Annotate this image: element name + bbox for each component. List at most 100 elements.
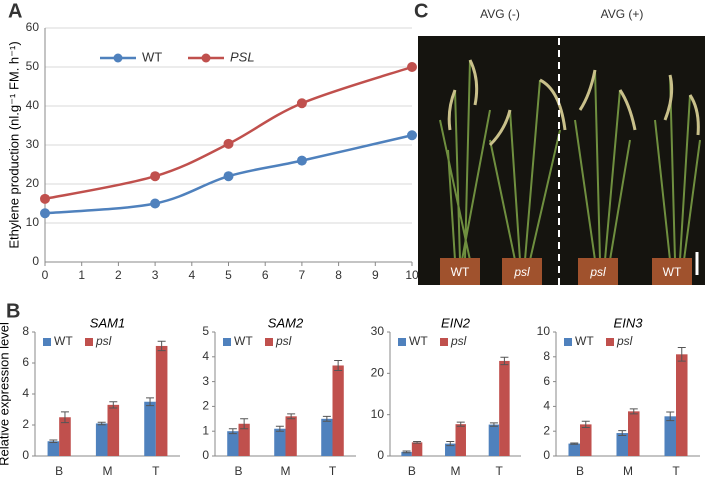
chart-title: SAM2 xyxy=(268,315,304,330)
y-tick-label: 0 xyxy=(32,254,39,268)
error-bar xyxy=(228,428,237,435)
error-bar xyxy=(489,422,498,427)
y-tick-label: 40 xyxy=(26,98,40,112)
error-bar xyxy=(500,356,509,366)
error-bar xyxy=(240,418,249,430)
bar xyxy=(238,423,250,456)
bar xyxy=(47,441,60,456)
y-tick-label: 5 xyxy=(202,324,209,338)
y-tick-label: 30 xyxy=(26,137,40,151)
x-tick-label: 10 xyxy=(405,268,419,282)
y-tick-label: 60 xyxy=(26,20,40,34)
y-tick-label: 0 xyxy=(543,448,550,462)
y-tick-label: 2 xyxy=(543,423,550,437)
error-bar xyxy=(413,441,422,444)
x-tick-label: 0 xyxy=(42,268,49,282)
bar xyxy=(401,451,412,456)
error-bar xyxy=(287,413,296,420)
point xyxy=(223,171,234,182)
error-bar xyxy=(618,430,627,437)
x-tick-label: 5 xyxy=(225,268,232,282)
y-tick-label: 50 xyxy=(26,59,40,73)
y-tick-label: 4 xyxy=(22,386,29,400)
error-bar xyxy=(109,401,118,409)
point xyxy=(407,62,417,72)
error-bar xyxy=(322,415,331,422)
bar xyxy=(628,411,640,456)
pot-label: psl xyxy=(589,265,606,279)
x-tick-label: M xyxy=(103,464,113,478)
x-tick-label: 3 xyxy=(152,268,159,282)
y-tick-label: 10 xyxy=(26,215,40,229)
x-tick-label: 8 xyxy=(335,268,342,282)
legend-label: WT xyxy=(575,334,594,348)
point xyxy=(40,193,50,204)
y-tick-label: 3 xyxy=(202,374,209,388)
x-tick-label: M xyxy=(281,464,291,478)
bar xyxy=(445,443,456,456)
bar xyxy=(664,416,676,456)
y-tick-label: 8 xyxy=(543,349,550,363)
panel-label: A xyxy=(8,0,22,22)
legend-swatch xyxy=(564,338,572,346)
y-tick-label: 1 xyxy=(202,423,209,437)
y-axis-label: Relative expression level xyxy=(0,322,11,466)
x-tick-label: B xyxy=(408,464,416,478)
x-tick-label: T xyxy=(495,464,503,478)
chart-title: SAM1 xyxy=(90,315,125,330)
error-bar xyxy=(570,442,579,445)
x-tick-label: M xyxy=(451,464,461,478)
y-tick-label: 2 xyxy=(202,399,209,413)
y-tick-label: 0 xyxy=(22,448,29,462)
pot xyxy=(502,258,542,285)
y-tick-label: 10 xyxy=(371,407,385,421)
bar xyxy=(499,360,510,456)
y-tick-label: 10 xyxy=(537,324,551,338)
photo-title: AVG (+) xyxy=(601,7,644,21)
point xyxy=(150,171,161,182)
bar xyxy=(676,354,688,456)
x-tick-label: M xyxy=(623,464,633,478)
bar xyxy=(580,424,592,456)
bar xyxy=(227,431,239,456)
y-tick-label: 2 xyxy=(22,417,29,431)
bar xyxy=(274,428,286,456)
photo-title: AVG (-) xyxy=(480,7,520,21)
y-tick-label: 4 xyxy=(202,349,209,363)
pot-label: WT xyxy=(451,265,470,279)
point xyxy=(150,198,161,209)
x-tick-label: B xyxy=(55,464,63,478)
photo-header xyxy=(418,22,705,36)
point xyxy=(40,208,50,219)
x-tick-label: T xyxy=(672,464,680,478)
legend-marker xyxy=(113,53,123,63)
legend-swatch xyxy=(43,338,51,346)
point xyxy=(223,138,234,149)
y-tick-label: 30 xyxy=(371,324,385,338)
legend-label: psl xyxy=(275,334,292,348)
panicles xyxy=(447,59,700,147)
legend-swatch xyxy=(265,338,273,346)
legend-label: WT xyxy=(234,334,253,348)
error-bar xyxy=(275,425,284,432)
plants xyxy=(439,59,701,261)
bar xyxy=(144,401,156,456)
bar xyxy=(455,424,466,456)
panel-label: C xyxy=(414,0,428,22)
legend-label: psl xyxy=(616,334,633,348)
error-bar xyxy=(446,441,455,447)
y-tick-label: 4 xyxy=(543,399,550,413)
y-tick-label: 0 xyxy=(202,448,209,462)
legend-swatch xyxy=(85,338,93,346)
chart-title: EIN2 xyxy=(441,315,471,330)
x-tick-label: T xyxy=(329,464,337,478)
chart-title: EIN3 xyxy=(614,315,644,330)
point xyxy=(296,98,307,109)
legend-label: WT xyxy=(409,334,428,348)
panel-label: B xyxy=(6,300,20,322)
legend-label: psl xyxy=(95,334,112,348)
bar xyxy=(568,443,580,456)
x-tick-label: T xyxy=(152,464,160,478)
y-tick-label: 20 xyxy=(26,176,40,190)
photo-background xyxy=(418,22,705,285)
